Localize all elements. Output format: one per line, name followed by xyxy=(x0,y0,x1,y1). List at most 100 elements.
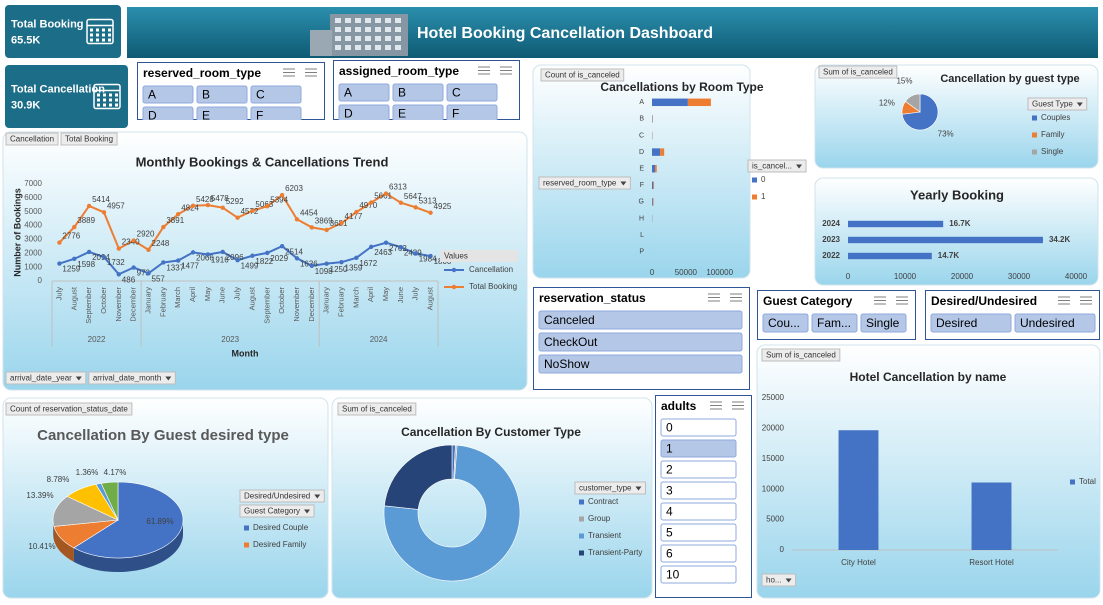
x-group-label: 2022 xyxy=(88,335,106,344)
calendar-dot xyxy=(109,94,112,97)
series-marker xyxy=(57,240,61,244)
x-tick-label: June xyxy=(396,287,405,303)
legend-swatch xyxy=(752,195,757,200)
slicer-item-label: F xyxy=(256,109,263,123)
x-group-label: 2023 xyxy=(221,335,239,344)
slicer-item-label: D xyxy=(344,107,353,121)
x-axis-label: Month xyxy=(232,348,259,358)
x-tick-label: April xyxy=(366,287,375,302)
category-label: 2022 xyxy=(822,251,840,260)
calendar-dot xyxy=(109,99,112,102)
legend-swatch xyxy=(1032,133,1037,138)
slicer-item-label: 5 xyxy=(666,526,673,540)
legend-swatch xyxy=(1032,116,1037,121)
calendar-dot xyxy=(97,94,100,97)
legend-swatch xyxy=(752,178,757,183)
data-label: 34.2K xyxy=(1049,235,1071,244)
calendar-dot xyxy=(96,34,99,37)
field-button-label: ho... xyxy=(766,576,782,585)
x-tick-label: April xyxy=(188,287,197,302)
data-label: 13.39% xyxy=(26,491,53,500)
category-label: D xyxy=(639,149,644,156)
legend-marker xyxy=(452,268,456,272)
x-tick-label: August xyxy=(426,286,435,310)
series-marker xyxy=(102,255,106,259)
calendar-dot xyxy=(102,34,105,37)
series-marker xyxy=(384,241,388,245)
series-marker xyxy=(117,246,121,250)
legend-swatch xyxy=(579,551,584,556)
category-label: City Hotel xyxy=(841,558,876,567)
x-tick-label: February xyxy=(336,287,345,317)
x-tick-label: July xyxy=(411,287,420,301)
series-marker xyxy=(295,256,299,260)
bar xyxy=(652,99,688,106)
category-label: P xyxy=(639,249,644,256)
series-marker xyxy=(250,209,254,213)
data-label: 1.36% xyxy=(76,468,99,477)
series-marker xyxy=(428,211,432,215)
x-tick-label: 30000 xyxy=(1008,272,1031,281)
series-marker xyxy=(146,248,150,252)
x-tick-label: September xyxy=(262,286,271,323)
x-tick-label: August xyxy=(69,286,78,310)
data-label: 1477 xyxy=(181,262,199,271)
field-button-label: Total Booking xyxy=(65,135,113,144)
series-marker xyxy=(250,254,254,258)
chart-title: Monthly Bookings & Cancellations Trend xyxy=(136,154,389,169)
hotel-window xyxy=(335,27,341,32)
series-marker xyxy=(280,193,284,197)
data-label: 4177 xyxy=(345,212,363,221)
legend-swatch xyxy=(1070,480,1075,485)
data-label: 1672 xyxy=(359,259,377,268)
hotel-window xyxy=(355,18,361,23)
field-button-label: arrival_date_year xyxy=(10,374,72,383)
field-button-label: Sum of is_canceled xyxy=(342,405,412,414)
legend-swatch xyxy=(579,500,584,505)
series-marker xyxy=(176,258,180,262)
bar xyxy=(660,148,664,155)
slicer-item-label: 2 xyxy=(666,463,673,477)
slicer-item-label: Cou... xyxy=(768,316,800,330)
hotel-window xyxy=(385,18,391,23)
legend-label: Family xyxy=(1041,130,1065,139)
calendar-dot xyxy=(108,34,111,37)
data-label: 5661 xyxy=(374,192,392,201)
kpi-value: 30.9K xyxy=(11,99,40,111)
hotel-window xyxy=(365,27,371,32)
category-label: L xyxy=(640,232,644,239)
data-label: 73% xyxy=(938,130,954,139)
series-marker xyxy=(191,204,195,208)
slicer-item-label: 3 xyxy=(666,484,673,498)
data-label: 4925 xyxy=(434,202,452,211)
category-label: Resort Hotel xyxy=(969,558,1014,567)
data-label: 10.41% xyxy=(28,542,55,551)
chart-title: Cancellations by Room Type xyxy=(600,80,763,94)
field-button-label: arrival_date_month xyxy=(93,374,161,383)
bar xyxy=(655,165,657,172)
x-tick-label: 100000 xyxy=(706,268,733,277)
legend-swatch xyxy=(244,543,249,548)
bar xyxy=(652,198,653,205)
slicer-item-label: D xyxy=(148,109,157,123)
x-tick-label: September xyxy=(84,286,93,323)
series-marker xyxy=(428,254,432,258)
data-label: 2776 xyxy=(62,232,80,241)
field-button-label: customer_type xyxy=(579,484,632,493)
hotel-window xyxy=(375,27,381,32)
x-tick-label: December xyxy=(307,287,316,322)
slicer-item-label: 1 xyxy=(666,442,673,456)
series-marker xyxy=(414,251,418,255)
series-marker xyxy=(206,252,210,256)
x-tick-label: November xyxy=(114,287,123,322)
hotel-window xyxy=(395,27,401,32)
slicer-title: adults xyxy=(661,399,697,413)
calendar-dot xyxy=(90,39,93,42)
series-marker xyxy=(87,204,91,208)
series-marker xyxy=(72,257,76,261)
data-label: 2248 xyxy=(152,239,170,248)
data-label: 14.7K xyxy=(938,251,960,260)
